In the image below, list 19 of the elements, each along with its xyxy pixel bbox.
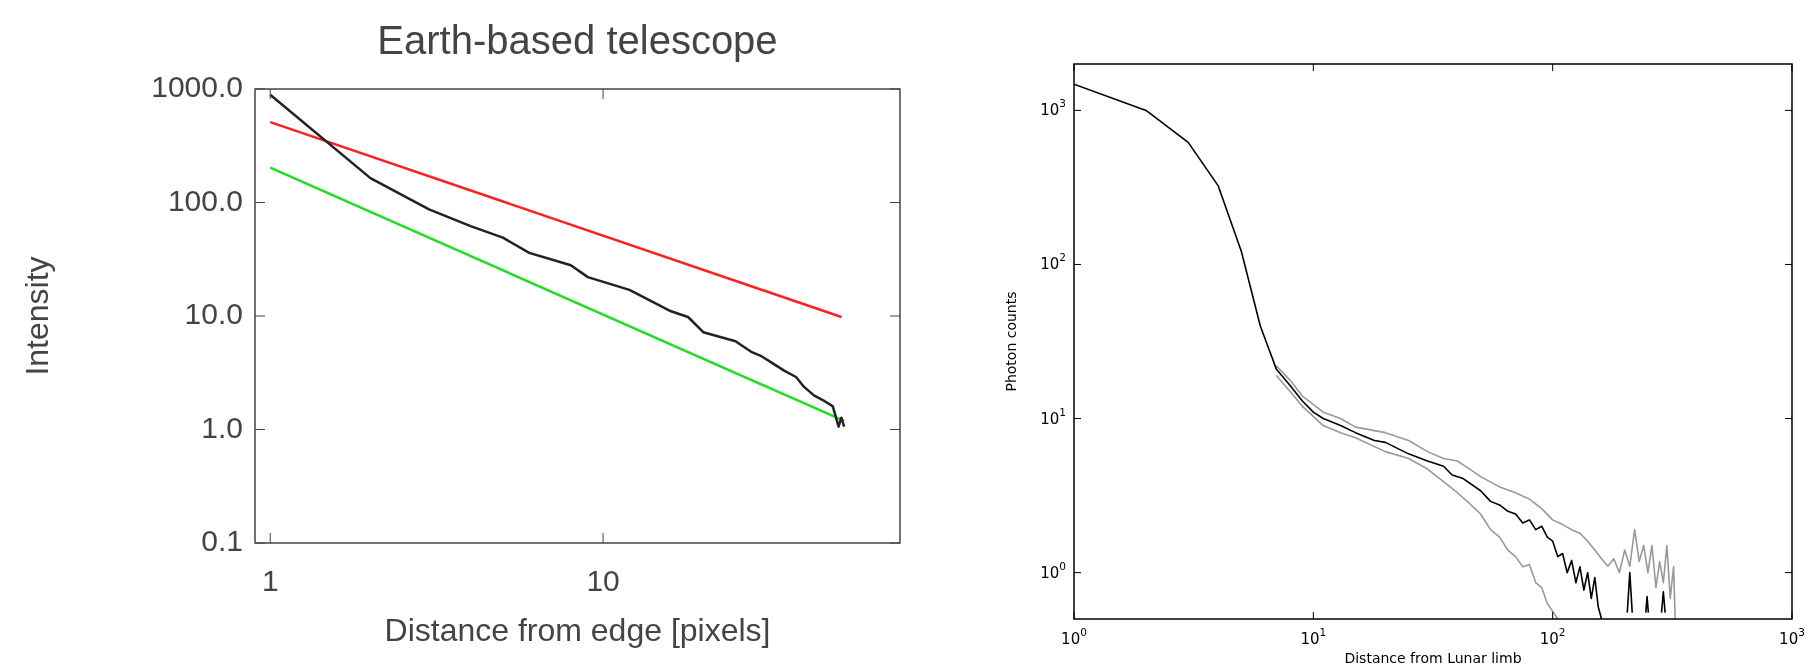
y-tick-label: 10$^{1}$ (1040, 405, 1066, 428)
y-tick-label: 1000.0 (151, 69, 243, 103)
y-tick-label: 10$^{2}$ (1040, 251, 1066, 273)
y-tick-label: 100.0 (167, 183, 243, 217)
chart-title: Earth-based telescope (377, 18, 778, 62)
y-axis-title: Photon counts (1003, 291, 1019, 392)
y-tick-label: 10$^{3}$ (1040, 97, 1066, 119)
y-tick-label: 10.0 (184, 296, 243, 330)
x-tick-label: 10$^{3}$ (1779, 626, 1805, 648)
x-axis-title: Distance from Lunar limb (1344, 650, 1522, 664)
y-tick-label: 0.1 (201, 523, 243, 557)
x-tick-label: 10 (586, 563, 620, 597)
x-tick-label: 10$^{1}$ (1300, 626, 1327, 648)
y-tick-label: 1.0 (201, 410, 243, 444)
x-tick-label: 10$^{0}$ (1061, 626, 1087, 648)
x-tick-label: 10$^{2}$ (1539, 626, 1566, 648)
x-axis-title: Distance from edge [pixels] (384, 612, 771, 649)
x-tick-label: 1 (261, 563, 279, 597)
y-axis-title: Intensity (19, 256, 56, 376)
